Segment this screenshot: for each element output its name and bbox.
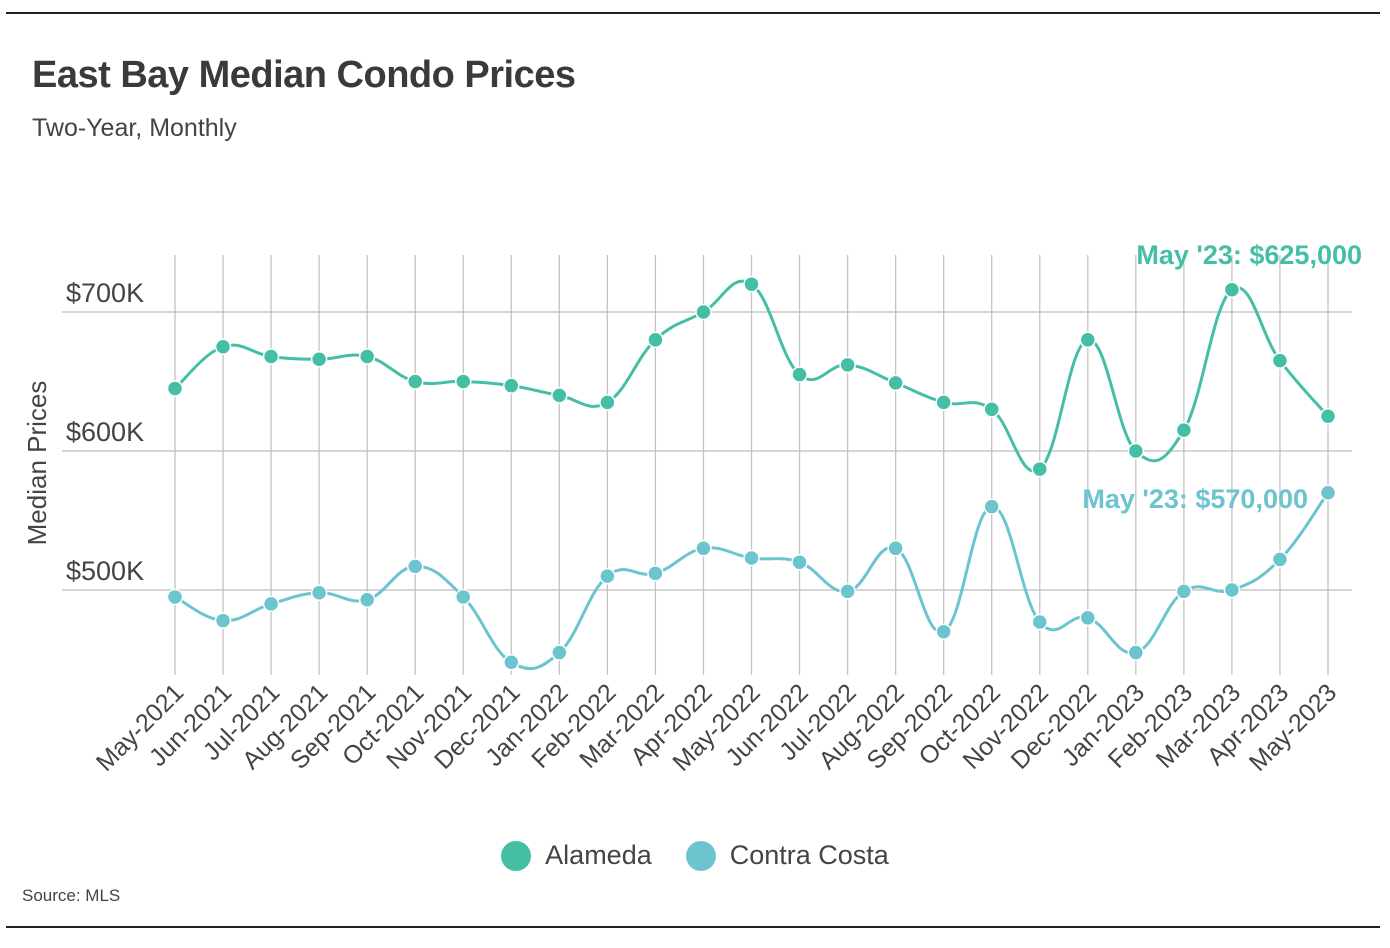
data-point-alameda[interactable] [743, 275, 760, 293]
chart-title: East Bay Median Condo Prices [32, 54, 576, 96]
data-point-contra-costa[interactable] [262, 595, 280, 613]
data-point-contra-costa[interactable] [695, 540, 712, 557]
x-axis-ticks: May-2021Jun-2021Jul-2021Aug-2021Sep-2021… [91, 678, 1342, 776]
data-point-contra-costa[interactable] [1079, 609, 1097, 627]
data-point-contra-costa[interactable] [214, 612, 232, 629]
y-tick-label: $700K [66, 278, 144, 308]
data-point-alameda[interactable] [935, 394, 952, 411]
data-point-contra-costa[interactable] [551, 644, 568, 661]
data-point-alameda[interactable] [262, 348, 280, 365]
data-point-contra-costa[interactable] [1271, 551, 1289, 568]
source-note: Source: MLS [22, 886, 121, 905]
data-point-alameda[interactable] [887, 374, 904, 392]
y-axis-title: Median Prices [22, 381, 52, 546]
legend-label-alameda: Alameda [545, 840, 652, 870]
data-point-alameda[interactable] [1223, 281, 1241, 299]
data-point-contra-costa[interactable] [166, 588, 184, 606]
data-point-alameda[interactable] [791, 366, 808, 383]
legend-swatch-alameda [501, 840, 532, 871]
data-point-contra-costa[interactable] [887, 540, 904, 557]
data-point-alameda[interactable] [695, 303, 712, 321]
y-tick-label: $500K [66, 556, 144, 586]
data-point-contra-costa[interactable] [406, 558, 424, 575]
data-point-contra-costa[interactable] [455, 588, 472, 606]
data-point-alameda[interactable] [599, 394, 616, 411]
data-point-alameda[interactable] [1127, 442, 1145, 460]
data-point-alameda[interactable] [983, 401, 1000, 418]
legend-label-contra-costa: Contra Costa [729, 840, 889, 870]
data-point-contra-costa[interactable] [1031, 613, 1048, 631]
chart-subtitle: Two-Year, Monthly [32, 114, 237, 142]
data-point-alameda[interactable] [1175, 421, 1193, 439]
data-point-alameda[interactable] [406, 373, 424, 390]
legend: Alameda Contra Costa [0, 840, 1390, 871]
data-point-alameda[interactable] [551, 387, 568, 404]
data-point-contra-costa[interactable] [358, 591, 376, 608]
data-point-alameda[interactable] [1079, 331, 1097, 349]
legend-swatch-contra-costa [685, 840, 716, 871]
data-point-contra-costa[interactable] [1319, 484, 1337, 501]
series-annotation: May '23: $625,000 [1136, 240, 1362, 270]
legend-item-contra-costa[interactable]: Contra Costa [685, 840, 889, 871]
data-point-contra-costa[interactable] [503, 654, 520, 671]
y-axis-ticks: $500K $600K $700K [66, 278, 144, 586]
data-point-contra-costa[interactable] [1223, 581, 1241, 599]
data-point-contra-costa[interactable] [839, 583, 856, 600]
top-rule [6, 12, 1380, 14]
data-point-contra-costa[interactable] [1175, 583, 1193, 600]
data-point-alameda[interactable] [455, 373, 472, 390]
data-point-alameda[interactable] [1319, 408, 1337, 425]
data-point-contra-costa[interactable] [1127, 644, 1145, 661]
data-point-contra-costa[interactable] [743, 549, 760, 567]
data-point-contra-costa[interactable] [310, 584, 328, 602]
legend-item-alameda[interactable]: Alameda [501, 840, 652, 871]
data-point-alameda[interactable] [839, 356, 856, 374]
bottom-rule [6, 926, 1380, 928]
data-point-contra-costa[interactable] [791, 553, 808, 571]
data-point-contra-costa[interactable] [983, 498, 1000, 515]
data-point-alameda[interactable] [214, 338, 232, 355]
data-point-alameda[interactable] [310, 351, 328, 368]
data-point-alameda[interactable] [1031, 460, 1048, 478]
data-point-alameda[interactable] [166, 380, 184, 397]
data-point-alameda[interactable] [358, 348, 376, 365]
series-annotation: May '23: $570,000 [1082, 484, 1308, 514]
data-point-contra-costa[interactable] [935, 623, 952, 640]
data-point-contra-costa[interactable] [647, 565, 664, 582]
data-point-alameda[interactable] [1271, 352, 1289, 369]
data-point-alameda[interactable] [647, 331, 664, 349]
data-point-alameda[interactable] [503, 377, 520, 394]
series-points [166, 275, 1337, 671]
y-tick-label: $600K [66, 417, 144, 447]
vertical-gridlines [174, 255, 1329, 675]
annotations: May '23: $625,000 May '23: $570,000 [1082, 240, 1362, 514]
data-point-contra-costa[interactable] [599, 567, 616, 585]
